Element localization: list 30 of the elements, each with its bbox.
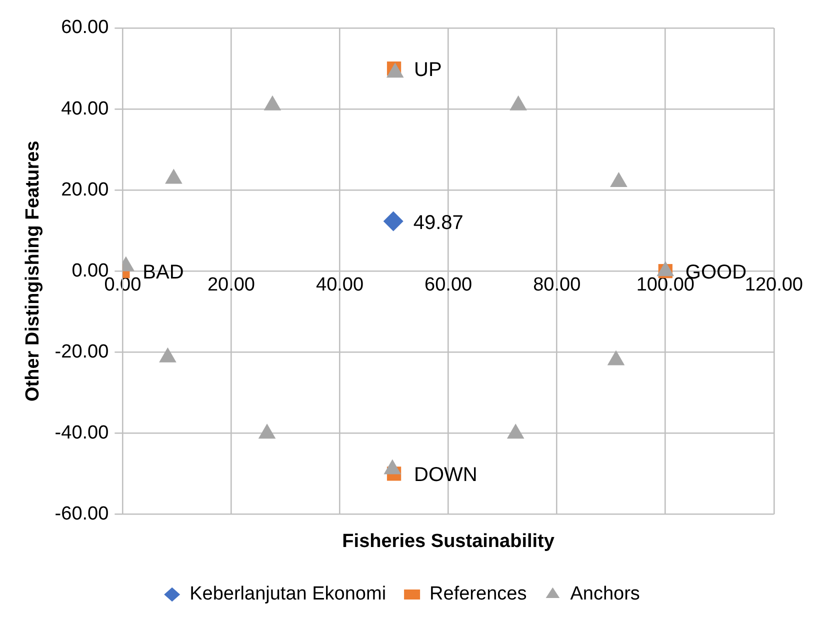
- legend-label: Anchors: [570, 584, 640, 605]
- data-label: UP: [414, 59, 442, 82]
- point: [510, 95, 527, 110]
- point: [165, 168, 182, 184]
- x-axis-title: Fisheries Sustainability: [342, 530, 555, 552]
- y-tick-label: -60.00: [54, 503, 109, 524]
- legend-label: References: [430, 584, 527, 605]
- point: [607, 350, 625, 366]
- x-tick-label: 40.00: [316, 274, 364, 296]
- y-tick-label: -40.00: [54, 422, 109, 444]
- y-axis-title: Other Distingishing Features: [22, 140, 44, 402]
- point: [264, 95, 282, 110]
- point: [656, 261, 674, 276]
- point: [159, 347, 176, 362]
- data-label: BAD: [142, 262, 184, 284]
- point: [506, 424, 524, 439]
- point: [384, 459, 402, 474]
- annotation: 49.87: [413, 212, 464, 234]
- data-label: DOWN: [414, 464, 478, 486]
- x-tick-label: 20.00: [207, 274, 255, 296]
- y-tick-label: 60.00: [61, 17, 109, 38]
- point: [610, 172, 628, 187]
- y-tick-label: 20.00: [61, 179, 109, 200]
- point: [258, 424, 276, 439]
- x-tick-label: 80.00: [533, 274, 581, 296]
- x-tick-label: 120.00: [744, 274, 804, 296]
- y-tick-label: 40.00: [61, 98, 109, 120]
- legend-label: Keberlanjutan Ekonomi: [190, 584, 386, 605]
- y-tick-label: -20.00: [54, 341, 109, 362]
- x-tick-label: 60.00: [424, 274, 472, 296]
